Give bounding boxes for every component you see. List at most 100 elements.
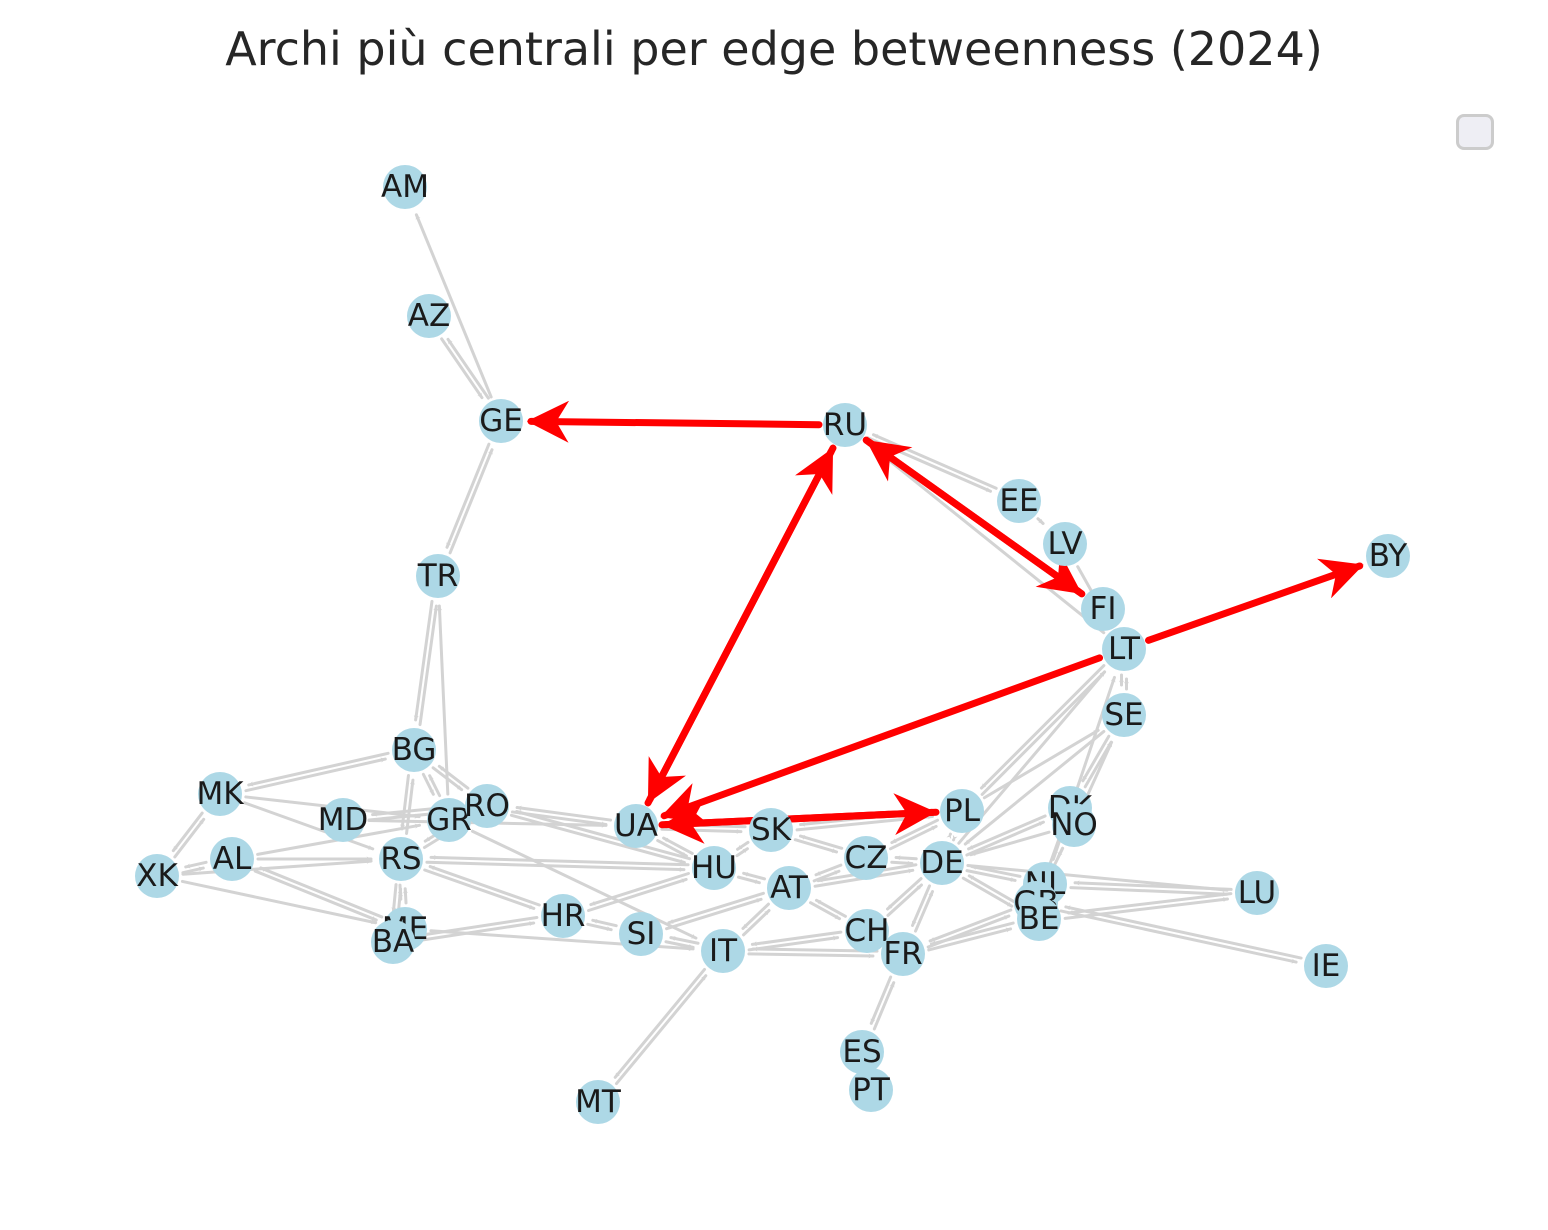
edge-de-nl bbox=[965, 869, 1017, 883]
node-label: LT bbox=[1108, 631, 1141, 667]
edge-hu-at bbox=[736, 875, 761, 885]
edge-rs-ba bbox=[391, 883, 398, 914]
node-label: AM bbox=[381, 169, 429, 205]
node-fr: FR bbox=[881, 932, 925, 976]
node-label: SK bbox=[751, 812, 792, 848]
edge-fr-it bbox=[751, 946, 879, 953]
edge-ro-bg bbox=[437, 764, 470, 790]
edge-si-at bbox=[665, 897, 763, 931]
edge-gr-tr bbox=[437, 604, 450, 796]
edge-ie-gb bbox=[1064, 905, 1303, 960]
node-es: ES bbox=[840, 1030, 884, 1074]
edge-fr-gb bbox=[926, 914, 1011, 949]
node-am: AM bbox=[381, 165, 429, 209]
edge-hu-rs bbox=[429, 854, 690, 867]
edge-es-fr bbox=[872, 981, 896, 1031]
edge-xk-mk bbox=[173, 817, 206, 859]
node-ge: GE bbox=[479, 399, 523, 443]
edge-bg-tr bbox=[418, 604, 439, 727]
edge-hr-hu bbox=[587, 877, 688, 913]
edge-al-xk bbox=[184, 860, 208, 869]
node-label: TR bbox=[417, 558, 458, 594]
edge-pl-lt bbox=[980, 670, 1107, 796]
edge-gb-fr bbox=[928, 908, 1013, 943]
node-label: FR bbox=[883, 936, 922, 972]
edge-it-si bbox=[669, 936, 700, 945]
node-label: RS bbox=[380, 841, 421, 877]
edge-rs-bg bbox=[405, 778, 415, 835]
edge-se-dk bbox=[1081, 734, 1111, 783]
node-it: IT bbox=[701, 929, 745, 973]
edge-pl-cz bbox=[890, 818, 940, 845]
edge-me-al bbox=[259, 866, 384, 919]
node-label: CH bbox=[845, 913, 890, 949]
central-edge-fi-ru bbox=[865, 438, 1086, 598]
edge-it-fr bbox=[747, 952, 875, 959]
node-circle bbox=[321, 798, 365, 842]
node-circle bbox=[840, 1030, 884, 1074]
edge-mk-bg bbox=[244, 757, 387, 793]
edge-cz-de bbox=[890, 860, 914, 866]
edge-me-rs bbox=[402, 887, 408, 905]
node-label: HR bbox=[541, 898, 586, 934]
edge-nl-lu bbox=[1069, 886, 1229, 897]
node-label: GR bbox=[426, 802, 472, 838]
node-mk: MK bbox=[196, 772, 244, 816]
node-lu: LU bbox=[1235, 871, 1279, 915]
node-circle bbox=[1052, 803, 1096, 847]
node-rs: RS bbox=[379, 837, 423, 881]
node-circle bbox=[576, 1080, 620, 1124]
node-de: DE bbox=[920, 841, 964, 885]
edge-mt-it bbox=[615, 974, 708, 1086]
node-circle bbox=[465, 784, 509, 828]
edge-ba-hr bbox=[417, 921, 536, 943]
node-label: BE bbox=[1019, 901, 1060, 937]
edge-bg-gr bbox=[421, 772, 435, 796]
node-circle bbox=[1366, 534, 1410, 578]
edge-tr-bg bbox=[413, 599, 434, 722]
node-circle bbox=[383, 165, 427, 209]
central-edge-lt-by bbox=[1145, 558, 1364, 644]
node-circle bbox=[849, 1068, 893, 1112]
edge-no-se bbox=[1083, 740, 1114, 803]
edge-hr-rs bbox=[428, 865, 541, 907]
chart-title: Archi più centrali per edge betweenness … bbox=[225, 22, 1323, 76]
edge-si-hr bbox=[591, 918, 618, 928]
edge-xk-me bbox=[180, 879, 378, 925]
node-al: AL bbox=[210, 837, 254, 881]
edge-it-mt bbox=[613, 967, 706, 1079]
edge-de-ch bbox=[886, 877, 923, 911]
node-circle bbox=[135, 854, 179, 898]
node-label: EE bbox=[999, 483, 1038, 519]
edge-sk-cz bbox=[793, 838, 839, 854]
node-se: SE bbox=[1102, 693, 1146, 737]
node-circle bbox=[1017, 897, 1061, 941]
edge-ua-sk bbox=[660, 827, 743, 834]
node-circle bbox=[1102, 627, 1146, 671]
node-label: BA bbox=[372, 924, 414, 960]
node-xk: XK bbox=[135, 854, 179, 898]
node-fi: FI bbox=[1081, 587, 1125, 631]
node-label: MT bbox=[575, 1084, 622, 1120]
node-no: NO bbox=[1050, 803, 1098, 847]
edge-sk-hu bbox=[736, 840, 750, 851]
edge-be-lu bbox=[1063, 897, 1230, 920]
node-circle bbox=[407, 294, 451, 338]
node-label: UA bbox=[614, 808, 658, 844]
edge-it-at bbox=[742, 909, 771, 937]
edge-at-it bbox=[741, 902, 770, 930]
edge-gr-it bbox=[470, 829, 698, 940]
node-circle bbox=[940, 789, 984, 833]
edge-lu-be bbox=[1066, 892, 1233, 915]
node-hr: HR bbox=[541, 894, 586, 938]
edge-fr-es bbox=[869, 975, 893, 1025]
node-circle bbox=[479, 399, 523, 443]
edge-fr-be bbox=[927, 927, 1013, 952]
node-pl: PL bbox=[940, 789, 984, 833]
edge-nl-de bbox=[970, 864, 1022, 878]
node-label: RU bbox=[823, 407, 867, 443]
edge-cz-sk bbox=[798, 834, 844, 850]
central-edge-ru-ge bbox=[526, 400, 823, 443]
node-label: FI bbox=[1090, 591, 1117, 627]
node-circle bbox=[1081, 587, 1125, 631]
